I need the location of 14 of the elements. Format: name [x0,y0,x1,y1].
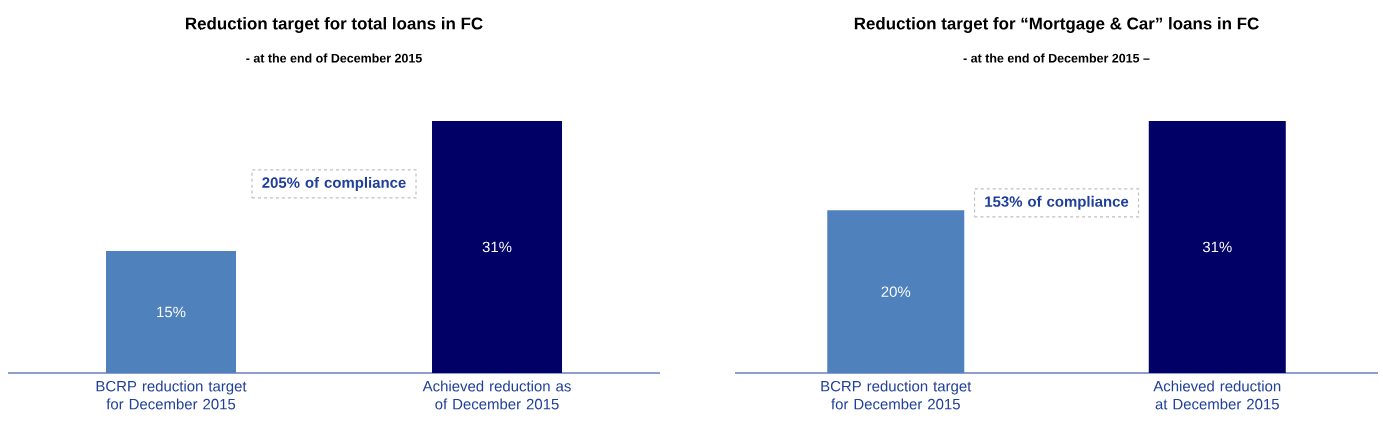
x-tick-label: Achieved reduction as of December 2015 [422,380,571,410]
x-tick-label: BCRP reduction target for December 2015 [96,380,247,410]
chart-title: Reduction target for “Mortgage & Car” loans in FC [854,17,1259,33]
x-tick-label: Achieved reduction at December 2015 [1153,380,1281,410]
annotation: 153% of compliance [985,195,1129,210]
x-tick-label: BCRP reduction target for December 2015 [821,380,972,410]
data-label: 20% [881,286,911,297]
data-label: 15% [157,306,186,318]
data-label: 31% [482,241,512,253]
chart-title: Reduction target for total loans in FC [186,17,483,33]
data-label: 31% [1202,241,1232,253]
annotation: 205% of compliance [262,176,406,191]
chart-subtitle: - at the end of December 2015 – [963,53,1150,63]
chart-subtitle: - at the end of December 2015 [246,53,422,63]
